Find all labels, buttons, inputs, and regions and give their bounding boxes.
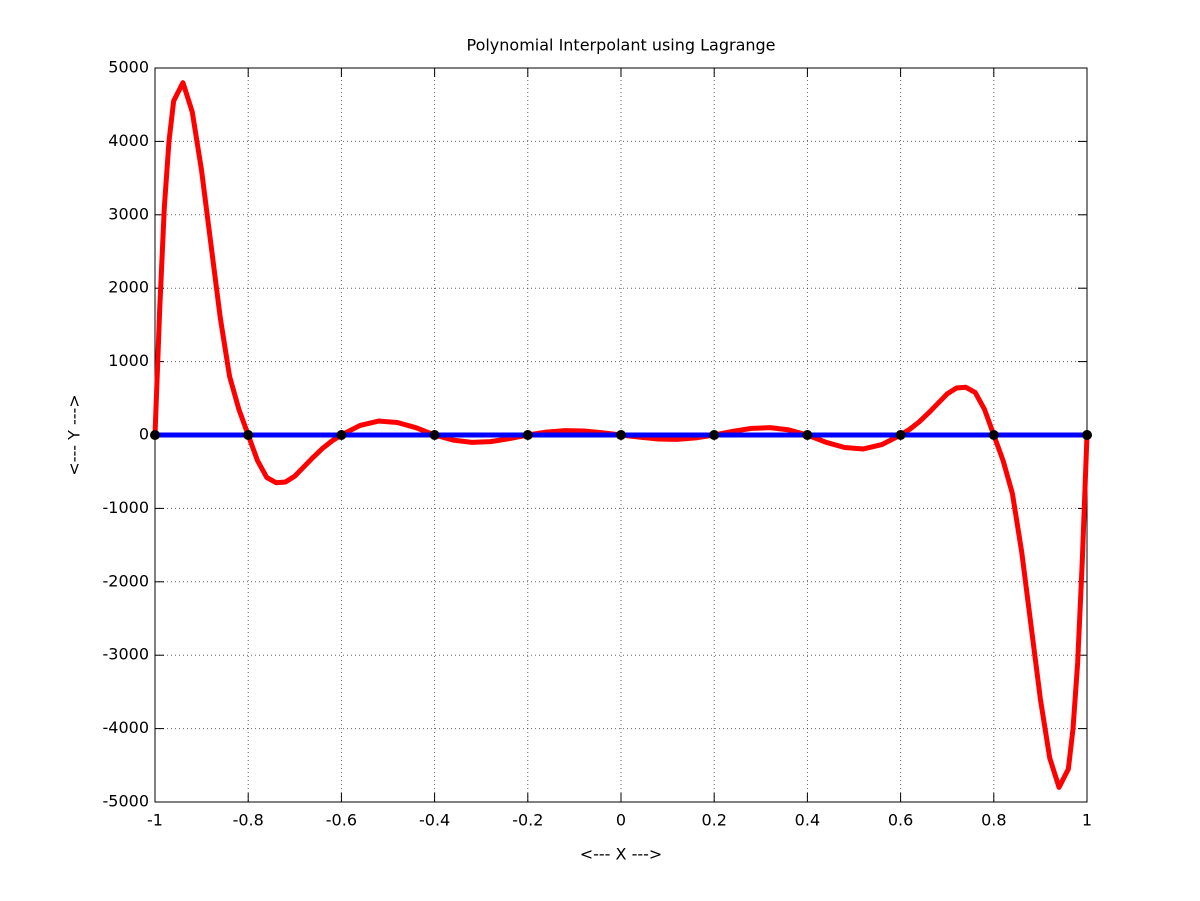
data-point [988,430,999,440]
data-point [1082,430,1092,440]
x-axis-label: <--- X ---> [580,845,663,864]
y-tick-label: -5000 [103,792,150,811]
data-point [616,430,626,440]
y-tick-label: -2000 [103,571,150,590]
x-tick-label: 0.2 [701,811,726,830]
data-point [895,430,906,440]
x-tick-label: 0.4 [795,811,820,830]
y-tick-label: -1000 [103,498,150,517]
chart-title: Polynomial Interpolant using Lagrange [466,36,775,55]
y-tick-label: 0 [139,425,149,444]
y-tick-label: -4000 [103,718,150,737]
x-tick-label: -0.6 [326,811,357,830]
data-point [336,430,347,440]
data-point [429,430,440,440]
x-tick-label: 0 [616,811,626,830]
data-point [709,430,720,440]
x-tick-label: -1 [147,811,163,830]
data-point [150,430,160,440]
y-tick-label: 5000 [108,58,149,77]
data-point [802,430,813,440]
x-tick-label: 0.6 [888,811,913,830]
data-point [243,430,254,440]
y-tick-label: 1000 [108,351,149,370]
y-axis-label: <--- Y ---> [65,394,84,475]
x-tick-label: -0.8 [233,811,264,830]
data-point [522,430,533,440]
x-tick-label: 0.8 [981,811,1006,830]
y-tick-label: -3000 [103,645,150,664]
y-tick-label: 4000 [108,131,149,150]
x-tick-label: 1 [1082,811,1092,830]
x-tick-label: -0.2 [512,811,543,830]
y-tick-label: 3000 [108,204,149,223]
x-tick-label: -0.4 [419,811,450,830]
y-tick-label: 2000 [108,278,149,297]
